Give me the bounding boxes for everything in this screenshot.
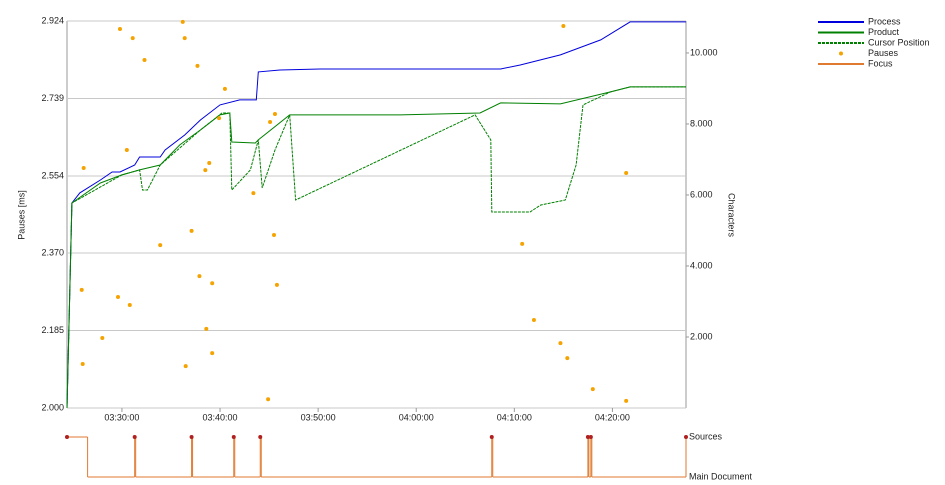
pause-point xyxy=(520,241,525,246)
pause-point xyxy=(197,274,202,279)
y-axis-title: Pauses [ms] xyxy=(16,190,26,240)
focus-point xyxy=(588,435,593,439)
y-tick-label: 2.000 xyxy=(41,402,64,412)
focus-point xyxy=(132,435,137,439)
focus-point xyxy=(585,435,590,439)
x-tick-label: 03:30:00 xyxy=(104,412,139,422)
pause-point xyxy=(217,116,222,121)
pause-point xyxy=(251,191,256,196)
pause-point xyxy=(203,168,208,173)
pause-point xyxy=(142,57,147,62)
pause-point xyxy=(272,111,277,116)
y-tick-label: 2.185 xyxy=(41,325,64,335)
focus-point xyxy=(189,435,194,439)
pause-point xyxy=(183,364,188,369)
pause-point xyxy=(180,19,185,24)
y-tick-label: 2.739 xyxy=(41,93,64,103)
pause-point xyxy=(590,387,595,392)
focus-level-label: Main Document xyxy=(689,471,753,481)
x-tick-label: 04:20:00 xyxy=(595,412,630,422)
series-line xyxy=(66,86,686,409)
x-tick-label: 03:40:00 xyxy=(203,412,238,422)
pause-point xyxy=(266,397,271,402)
legend-label: Cursor Position xyxy=(868,37,930,47)
pause-point xyxy=(100,336,105,341)
y2-tick-label: 2.000 xyxy=(690,331,713,341)
pause-point xyxy=(558,341,563,346)
pause-point xyxy=(81,166,86,171)
x-tick-label: 03:50:00 xyxy=(301,412,336,422)
pause-point xyxy=(80,362,85,367)
legend-label: Pauses xyxy=(868,48,899,58)
y-tick-label: 2.554 xyxy=(41,170,64,180)
pause-point xyxy=(531,318,536,323)
pause-point xyxy=(117,26,122,31)
focus-point xyxy=(258,435,263,439)
focus-point xyxy=(65,435,69,439)
pause-point xyxy=(268,119,273,124)
pause-point xyxy=(204,326,209,331)
pause-point xyxy=(210,281,215,286)
y-tick-label: 2.370 xyxy=(41,247,64,257)
pause-point xyxy=(561,24,566,29)
pause-point xyxy=(127,302,132,307)
pause-point xyxy=(189,228,194,233)
x-tick-label: 04:10:00 xyxy=(497,412,532,422)
y2-tick-label: 4.000 xyxy=(690,260,713,270)
legend-label: Product xyxy=(868,27,900,37)
pause-point xyxy=(207,160,212,165)
pause-point xyxy=(116,295,121,300)
pause-point xyxy=(565,356,570,361)
pause-point xyxy=(271,233,276,238)
legend-label: Focus xyxy=(868,58,893,68)
legend-swatch xyxy=(839,51,843,56)
pause-point xyxy=(274,282,279,287)
pause-point xyxy=(195,63,200,68)
y-tick-label: 2.924 xyxy=(41,15,64,25)
y2-tick-label: 8.000 xyxy=(690,118,713,128)
pause-point xyxy=(624,398,629,403)
pause-point xyxy=(79,287,84,292)
pause-point xyxy=(124,148,129,152)
pause-point xyxy=(158,243,163,248)
pause-point xyxy=(624,171,629,176)
focus-point xyxy=(231,435,236,439)
pause-point xyxy=(222,86,227,91)
y2-tick-label: 10.000 xyxy=(690,47,718,57)
series-line xyxy=(66,86,686,409)
pause-point xyxy=(130,36,135,41)
y2-axis-title: Characters xyxy=(727,193,737,238)
pause-point xyxy=(210,351,215,356)
focus-level-label: Sources xyxy=(689,431,723,441)
legend-label: Process xyxy=(868,16,901,26)
focus-point xyxy=(489,435,494,439)
pause-point xyxy=(182,36,187,41)
series-line xyxy=(66,21,686,409)
focus-point xyxy=(684,435,688,439)
x-tick-label: 04:00:00 xyxy=(399,412,434,422)
y2-tick-label: 6.000 xyxy=(690,189,713,199)
